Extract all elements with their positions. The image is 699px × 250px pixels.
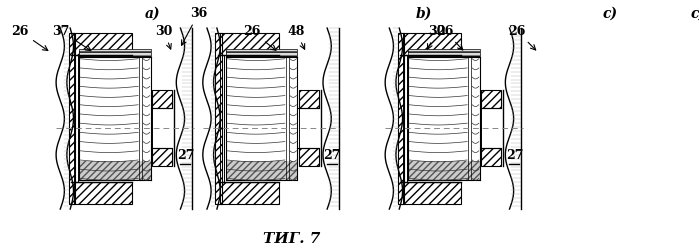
Bar: [215, 33, 222, 204]
Bar: [400, 33, 461, 55]
Bar: [152, 90, 172, 108]
Text: 36: 36: [182, 7, 208, 45]
Bar: [482, 90, 501, 108]
Text: 48: 48: [287, 24, 305, 49]
Bar: [400, 182, 461, 204]
Bar: [71, 33, 132, 55]
Text: 26: 26: [508, 24, 535, 50]
Text: ΤИГ. 7: ΤИГ. 7: [263, 232, 320, 246]
Text: 27: 27: [177, 149, 194, 162]
Bar: [217, 33, 279, 55]
Bar: [299, 148, 319, 166]
Bar: [408, 160, 480, 180]
Text: 30: 30: [0, 249, 1, 250]
Bar: [71, 33, 132, 55]
Bar: [482, 90, 501, 108]
Bar: [79, 49, 150, 57]
Bar: [79, 160, 150, 180]
Bar: [217, 182, 279, 204]
Bar: [215, 33, 222, 204]
Bar: [217, 182, 279, 204]
Text: 37: 37: [52, 24, 91, 50]
Bar: [79, 160, 150, 180]
Bar: [299, 148, 319, 166]
Text: c): c): [690, 6, 699, 20]
Bar: [400, 33, 461, 55]
Bar: [152, 148, 172, 166]
Bar: [226, 49, 297, 57]
Text: c): c): [603, 6, 617, 20]
Bar: [226, 49, 297, 57]
Bar: [408, 49, 480, 57]
Text: b): b): [416, 6, 432, 20]
Text: 30: 30: [428, 24, 445, 49]
Bar: [69, 33, 75, 204]
Bar: [408, 49, 480, 57]
Bar: [398, 33, 404, 204]
Bar: [408, 160, 480, 180]
Bar: [226, 160, 297, 180]
Text: 26: 26: [11, 24, 48, 50]
Bar: [482, 148, 501, 166]
Bar: [152, 148, 172, 166]
Bar: [226, 160, 297, 180]
Bar: [299, 90, 319, 108]
Bar: [217, 33, 279, 55]
Bar: [69, 33, 75, 204]
Text: 27: 27: [324, 149, 341, 162]
Bar: [400, 182, 461, 204]
Bar: [71, 182, 132, 204]
Text: 26: 26: [436, 24, 463, 50]
Bar: [299, 90, 319, 108]
Bar: [482, 148, 501, 166]
Bar: [79, 49, 150, 57]
Text: a): a): [145, 6, 161, 20]
Text: 27: 27: [505, 149, 524, 162]
Bar: [152, 90, 172, 108]
Bar: [398, 33, 404, 204]
Bar: [71, 182, 132, 204]
Text: 30: 30: [0, 249, 1, 250]
Text: 30: 30: [155, 24, 173, 49]
Text: 26: 26: [243, 24, 276, 50]
